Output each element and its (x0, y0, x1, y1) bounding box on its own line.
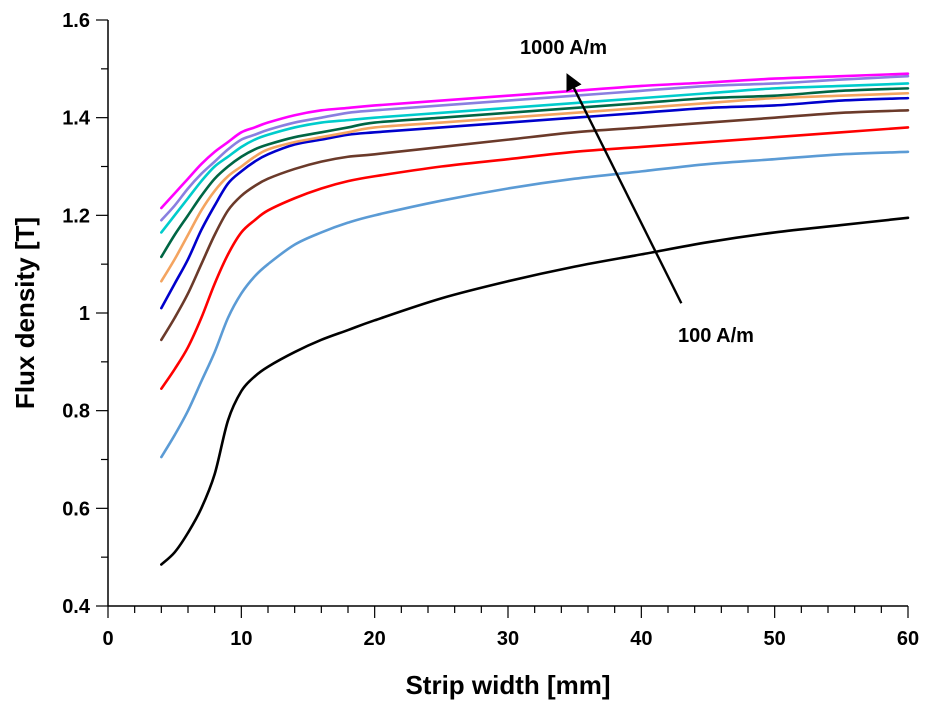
series-line-1000-a-m (160, 72, 910, 210)
series-line-200-a-m (160, 150, 910, 459)
x-tick-label: 30 (497, 628, 519, 650)
x-tick-label: 60 (897, 628, 919, 650)
series-line-400-a-m (160, 109, 910, 342)
x-tick-label: 50 (764, 628, 786, 650)
series-line-600-a-m (160, 91, 910, 283)
series-layer (160, 72, 910, 566)
annotation-100-am: 100 A/m (678, 325, 754, 347)
y-tick-label: 1.6 (62, 10, 90, 32)
x-tick-label: 40 (630, 628, 652, 650)
series-line-100-a-m (160, 216, 910, 566)
series-line-900-a-m (160, 74, 910, 222)
series-line-300-a-m (160, 126, 910, 390)
y-tick-label: 0.8 (62, 401, 90, 423)
x-tick-label: 20 (364, 628, 386, 650)
annotation-1000-am: 1000 A/m (520, 37, 607, 59)
y-axis-title: Flux density [T] (10, 217, 40, 409)
x-tick-label: 10 (230, 628, 252, 650)
series-line-700-a-m (160, 87, 910, 259)
y-axis-ticks: 0.4 0.6 0.8 1 1.2 1.4 1.6 (62, 10, 108, 618)
y-tick-label: 1.2 (62, 205, 90, 227)
y-tick-label: 0.4 (62, 596, 91, 618)
y-tick-label: 1 (79, 303, 90, 325)
y-tick-label: 0.6 (62, 498, 90, 520)
y-tick-label: 1.4 (62, 108, 91, 130)
trend-arrow (566, 73, 683, 304)
x-tick-label: 0 (102, 628, 113, 650)
series-line-800-a-m (160, 82, 910, 234)
arrow-layer (566, 73, 683, 304)
x-axis-title: Strip width [mm] (405, 670, 610, 700)
series-line-500-a-m (160, 96, 910, 310)
x-axis-ticks: 0 10 20 30 40 50 60 (102, 606, 919, 650)
